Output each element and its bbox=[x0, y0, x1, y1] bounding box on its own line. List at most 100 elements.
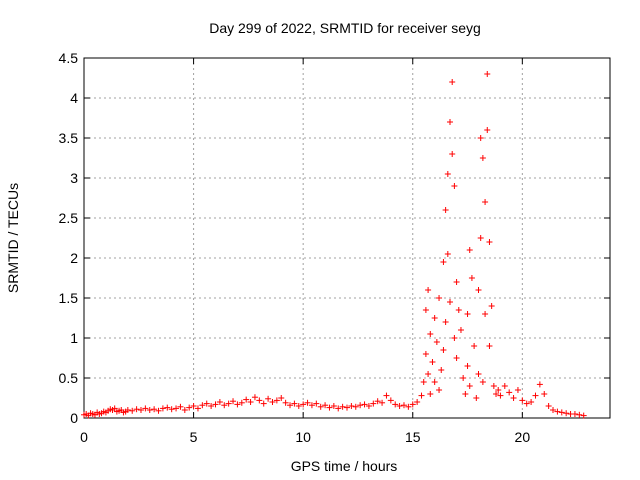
data-point bbox=[396, 403, 403, 409]
data-point bbox=[571, 411, 578, 417]
data-points bbox=[81, 71, 587, 419]
data-point bbox=[460, 375, 467, 381]
data-point bbox=[151, 406, 158, 413]
y-tick-label: 1.5 bbox=[59, 290, 79, 306]
data-point bbox=[425, 287, 432, 293]
data-point bbox=[344, 404, 350, 411]
data-point bbox=[273, 397, 280, 404]
data-point bbox=[449, 151, 456, 157]
data-point bbox=[488, 303, 495, 309]
y-tick-label: 2.5 bbox=[59, 210, 79, 226]
data-point bbox=[495, 387, 502, 393]
data-point bbox=[523, 400, 530, 407]
data-point bbox=[482, 199, 489, 205]
data-point bbox=[418, 392, 425, 399]
data-point bbox=[387, 397, 394, 404]
x-tick-label: 10 bbox=[295, 429, 311, 445]
data-point bbox=[203, 400, 210, 407]
data-point bbox=[251, 394, 258, 401]
data-point bbox=[352, 403, 359, 410]
data-point bbox=[451, 335, 458, 341]
chart-title: Day 299 of 2022, SRMTID for receiver sey… bbox=[209, 20, 481, 36]
data-point bbox=[466, 247, 473, 253]
data-point bbox=[438, 367, 445, 373]
data-point bbox=[177, 403, 184, 410]
data-point bbox=[164, 404, 171, 411]
data-point bbox=[519, 397, 526, 404]
data-point bbox=[468, 275, 475, 281]
x-axis-label: GPS time / hours bbox=[291, 458, 398, 474]
plot-frame bbox=[83, 57, 611, 419]
data-point bbox=[436, 387, 443, 393]
data-point bbox=[497, 392, 504, 399]
data-point bbox=[365, 403, 372, 409]
data-point bbox=[486, 239, 493, 245]
data-point bbox=[414, 399, 421, 405]
data-point bbox=[436, 295, 443, 301]
y-tick-label: 3.5 bbox=[59, 130, 79, 146]
data-point bbox=[536, 381, 543, 388]
data-point bbox=[576, 411, 583, 418]
data-point bbox=[453, 279, 460, 285]
data-point bbox=[339, 403, 346, 410]
data-point bbox=[405, 403, 412, 410]
data-point bbox=[475, 371, 482, 377]
data-point bbox=[422, 307, 429, 313]
data-point bbox=[477, 135, 484, 141]
data-point bbox=[383, 392, 390, 399]
data-point bbox=[431, 315, 438, 321]
data-point bbox=[181, 407, 188, 413]
data-point bbox=[486, 343, 493, 349]
data-point bbox=[173, 405, 180, 412]
data-point bbox=[442, 319, 449, 325]
x-tick-label: 20 bbox=[515, 429, 531, 445]
data-point bbox=[440, 259, 447, 265]
data-point bbox=[433, 339, 440, 345]
data-point bbox=[278, 395, 285, 401]
data-point bbox=[431, 379, 438, 385]
y-tick-label: 1 bbox=[70, 330, 78, 346]
data-point bbox=[159, 405, 166, 412]
data-point bbox=[142, 405, 149, 412]
data-point bbox=[133, 406, 140, 413]
data-point bbox=[287, 402, 294, 409]
data-point bbox=[225, 400, 232, 407]
data-point bbox=[282, 399, 289, 406]
y-tick-label: 2 bbox=[70, 250, 78, 266]
data-point bbox=[208, 403, 215, 409]
data-point bbox=[326, 404, 333, 411]
data-point bbox=[379, 399, 386, 406]
data-point bbox=[269, 399, 276, 405]
data-point bbox=[322, 402, 329, 409]
data-point bbox=[440, 347, 447, 353]
y-axis-label: SRMTID / TECUs bbox=[5, 183, 21, 293]
data-point bbox=[300, 401, 307, 408]
data-point bbox=[265, 395, 272, 402]
data-point bbox=[137, 407, 144, 413]
data-point bbox=[247, 399, 254, 405]
data-point bbox=[212, 401, 219, 408]
data-point bbox=[580, 412, 587, 419]
data-point bbox=[129, 407, 136, 414]
data-point bbox=[295, 403, 302, 409]
data-point bbox=[190, 403, 197, 409]
data-point bbox=[490, 383, 497, 389]
data-point bbox=[199, 402, 206, 409]
data-point bbox=[558, 409, 565, 416]
data-point bbox=[466, 383, 473, 389]
data-point bbox=[541, 391, 548, 397]
data-point bbox=[291, 400, 298, 407]
data-point bbox=[514, 387, 521, 393]
data-point bbox=[425, 371, 432, 377]
data-point bbox=[168, 406, 175, 413]
data-point bbox=[545, 403, 552, 409]
data-point bbox=[427, 331, 434, 337]
data-point bbox=[216, 399, 223, 405]
data-point bbox=[243, 396, 250, 403]
data-point bbox=[457, 327, 464, 333]
data-point bbox=[453, 355, 460, 361]
data-point bbox=[449, 79, 456, 85]
data-point bbox=[464, 363, 471, 369]
data-point bbox=[409, 401, 416, 408]
data-point bbox=[304, 399, 311, 406]
